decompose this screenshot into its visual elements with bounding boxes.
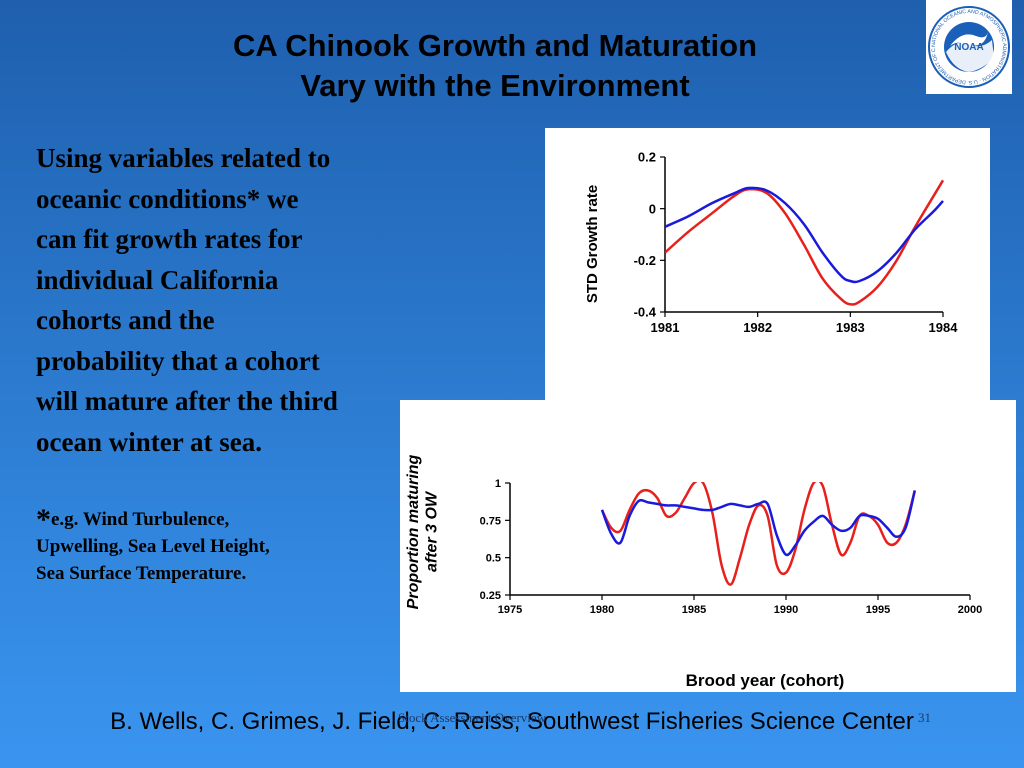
x-tick-label: 1981 [651,320,680,335]
noaa-emblem-icon: NATIONAL OCEANIC AND ATMOSPHERIC ADMINIS… [924,0,1010,88]
body-line: cohorts and the [36,305,215,335]
logo-text: NOAA [954,42,983,53]
series-line-blue [665,186,944,284]
y-tick-label: 0 [649,201,656,216]
y-tick-label: 0.5 [486,553,501,565]
y-tick-label: -0.4 [634,305,657,320]
x-tick-label: 1984 [929,320,959,335]
slide-title-line: CA Chinook Growth and Maturation [232,28,758,63]
body-paragraph: Using variables related to oceanic condi… [36,138,436,462]
body-line: can fit growth rates for [36,224,303,254]
x-tick-label: 1983 [836,320,865,335]
body-line: individual California [36,264,279,295]
footer-text: Stock Assessment Overview [398,710,547,725]
x-tick-label: 1990 [774,604,798,616]
body-line: will mature after the third [36,386,338,416]
body-line: ocean winter at sea. [36,426,262,457]
x-tick-label: 1982 [743,320,772,335]
y-axis-label: STD Growth rate [584,185,601,303]
y-axis-label: Proportion maturingafter 3 OW [405,454,440,609]
x-tick-label: 2000 [958,604,982,616]
y-tick-label: 0.2 [638,150,656,165]
author-credit: B. Wells, C. Grimes, J. Field, C. Reiss,… [110,708,914,735]
series-line-red [665,179,945,306]
body-line: oceanic conditions* we [36,183,299,214]
footnote-line: e.g. Wind Turbulence, [51,509,230,530]
footnote-line: Upwelling, Sea Level Height, [36,536,270,557]
body-line: probability that a cohort [36,345,320,376]
footnote-line: Sea Surface Temperature. [36,563,247,584]
x-axis-label: Brood year (cohort) [686,671,845,690]
slide-number: 31 [918,710,931,725]
y-tick-label: -0.2 [634,253,656,268]
maturation-chart-panel: 1 0.75 0.5 0.25 1975 1980 1985 1990 1995 2000 Prop… [400,400,1016,692]
series-line-blue [600,490,917,557]
noaa-logo: NATIONAL OCEANIC AND ATMOSPHERIC ADMINIS… [924,0,1012,94]
y-tick-label: 0.75 [480,515,501,527]
y-tick-label: 0.25 [480,590,501,602]
series-line-red [600,482,917,586]
x-tick-label: 1975 [498,604,522,616]
slide-title: CA Chinook Growth and Maturation Vary wi… [0,26,990,106]
y-tick-label: 1 [495,478,501,490]
footnote: *e.g. Wind Turbulence, Upwelling, Sea Le… [36,503,396,587]
slide-title-line: Vary with the Environment [300,68,690,103]
growth-chart-panel: 0.2 0 -0.2 -0.4 1981 1982 1983 1984 STD Growth r… [545,128,990,400]
x-tick-label: 1995 [866,604,890,616]
maturation-chart: 1 0.75 0.5 0.25 1975 1980 1985 1990 1995 2000 Prop… [405,454,982,690]
body-line: Using variables related to [36,143,331,173]
x-tick-label: 1985 [682,604,706,616]
x-tick-label: 1980 [590,604,614,616]
footnote-star: * [36,503,51,536]
